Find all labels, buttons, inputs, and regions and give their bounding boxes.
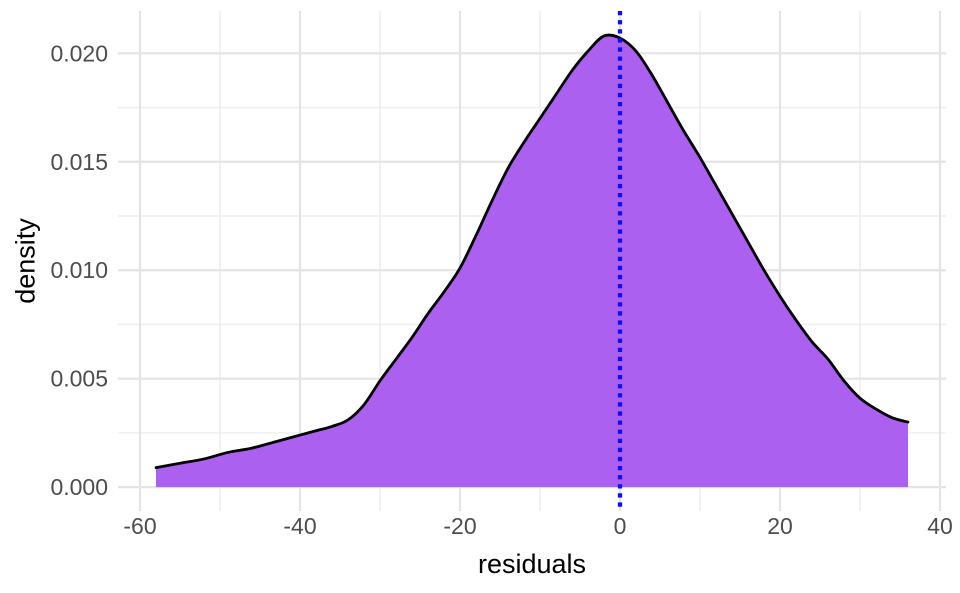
y-tick-label: 0.010 bbox=[50, 257, 108, 283]
x-tick-label: 0 bbox=[614, 513, 627, 539]
density-area bbox=[156, 34, 908, 488]
y-axis-title: density bbox=[10, 218, 41, 304]
x-tick-label: -20 bbox=[443, 513, 476, 539]
x-axis-title: residuals bbox=[477, 549, 587, 579]
y-tick-label: 0.000 bbox=[50, 474, 108, 500]
y-tick-label: 0.020 bbox=[50, 40, 108, 66]
density-curve bbox=[154, 33, 910, 470]
y-tick-label: 0.015 bbox=[50, 149, 108, 175]
x-tick-label: 40 bbox=[927, 513, 953, 539]
x-tick-label: -40 bbox=[283, 513, 316, 539]
x-tick-label: -60 bbox=[123, 513, 156, 539]
y-tick-label: 0.005 bbox=[50, 366, 108, 392]
x-tick-label: 20 bbox=[767, 513, 793, 539]
